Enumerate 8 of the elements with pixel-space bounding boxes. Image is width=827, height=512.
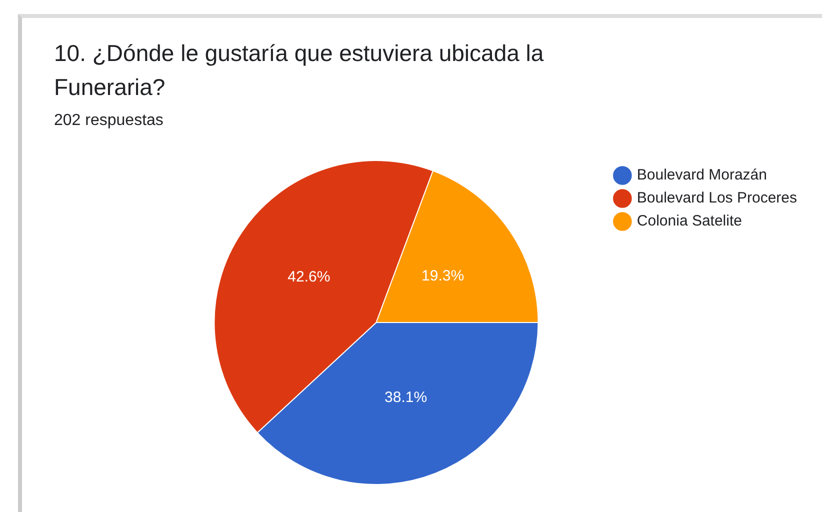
legend-label: Boulevard Los Proceres: [636, 190, 798, 207]
data-label: 42.6%: [288, 268, 330, 286]
chart-title: 10. ¿Dónde le gustaría que estuviera ubicada la Funeraria?: [54, 39, 545, 102]
chart-subtitle: 202 respuestas: [54, 112, 164, 130]
legend-label: Boulevard Morazán: [636, 166, 767, 184]
data-label: 38.1%: [384, 389, 428, 406]
legend-label: Colonia Satelite: [636, 212, 742, 230]
data-label: 19.3%: [421, 267, 464, 284]
